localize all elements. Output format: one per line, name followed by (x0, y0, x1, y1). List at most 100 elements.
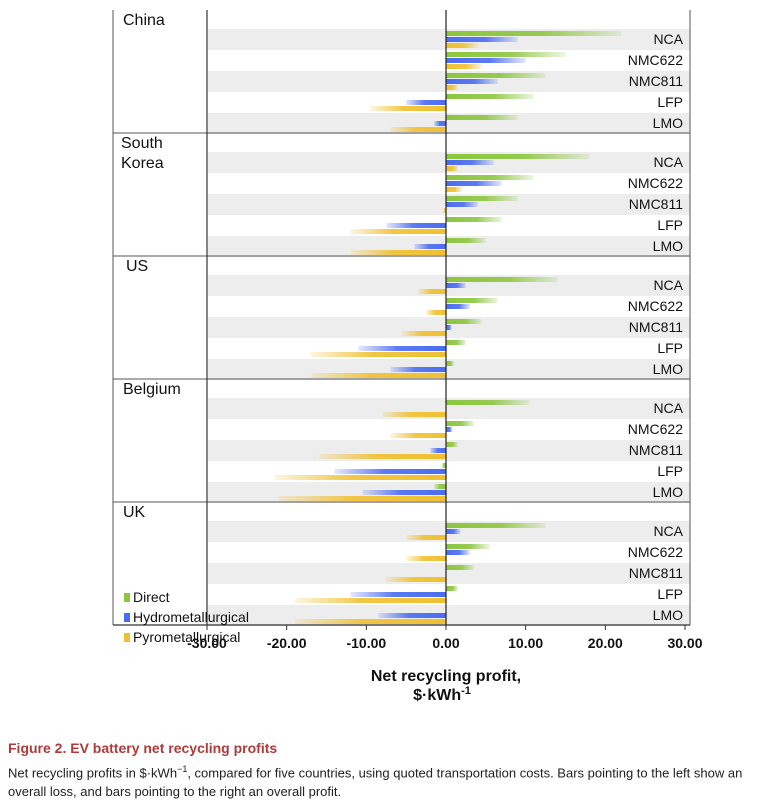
bar-hydrometallurgical (386, 223, 446, 228)
legend-label-hydrometallurgical: Hydrometallurgical (133, 609, 249, 625)
bar-hydrometallurgical (362, 490, 446, 495)
bar-direct (446, 217, 502, 222)
bar-direct (446, 523, 546, 528)
chemistry-label: LFP (657, 586, 683, 602)
chemistry-label: NMC622 (628, 544, 683, 560)
row-stripe (208, 398, 690, 419)
bar-direct (446, 73, 546, 78)
bar-hydrometallurgical (446, 529, 461, 534)
bar-pyrometallurgical (406, 556, 446, 561)
country-label: US (126, 258, 148, 275)
chemistry-label: NMC811 (629, 319, 683, 335)
row-stripe (208, 236, 690, 257)
bar-hydrometallurgical (446, 304, 470, 309)
x-axis-unit-exponent: -1 (461, 685, 471, 697)
x-tick-label: -10.00 (346, 635, 386, 651)
bar-direct (446, 277, 558, 282)
chemistry-label: LFP (657, 217, 683, 233)
legend-label-pyrometallurgical: Pyrometallurgical (133, 629, 240, 645)
bar-pyrometallurgical (310, 373, 446, 378)
x-axis-label: Net recycling profit, (371, 668, 521, 685)
bar-hydrometallurgical (414, 244, 446, 249)
bar-hydrometallurgical (446, 58, 526, 63)
bar-hydrometallurgical (434, 121, 446, 126)
bar-pyrometallurgical (390, 127, 446, 132)
bar-hydrometallurgical (334, 469, 446, 474)
chemistry-label: NCA (653, 31, 683, 47)
chemistry-label: NCA (653, 154, 683, 170)
figure-caption: Figure 2. EV battery net recycling profi… (8, 740, 768, 801)
chemistry-label: NMC622 (628, 52, 683, 68)
bar-direct (442, 463, 446, 468)
chemistry-label: NMC811 (629, 73, 683, 89)
caption-text-start: Net recycling profits in $·kWh (8, 765, 178, 781)
chemistry-label: NMC811 (629, 442, 683, 458)
row-stripe (208, 605, 690, 626)
bar-hydrometallurgical (446, 79, 498, 84)
x-tick-label: -30.00 (187, 635, 227, 651)
country-group-china: China NCA NMC622 NMC811 LFP LMO (123, 12, 690, 134)
legend-swatch-direct (124, 593, 130, 602)
bar-hydrometallurgical (446, 283, 466, 288)
bar-hydrometallurgical (446, 427, 453, 432)
bar-pyrometallurgical (446, 187, 462, 192)
bar-direct (446, 175, 534, 180)
bar-hydrometallurgical (430, 448, 446, 453)
chemistry-label: LMO (653, 361, 683, 377)
row-stripe (208, 113, 690, 134)
x-tick-label: 20.00 (588, 635, 623, 651)
bar-direct (446, 196, 518, 201)
bar-pyrometallurgical (350, 250, 446, 255)
caption-unit-exponent: −1 (177, 764, 188, 774)
bar-direct (446, 31, 622, 36)
bar-pyrometallurgical (294, 619, 446, 624)
country-group-us: US NCA NMC622 NMC811 LFP LMO (113, 255, 690, 380)
bar-direct (446, 319, 482, 324)
bar-direct (446, 115, 518, 120)
bar-hydrometallurgical (446, 37, 518, 42)
bar-pyrometallurgical (370, 106, 446, 111)
bar-pyrometallurgical (446, 85, 458, 90)
bar-direct (434, 484, 446, 489)
x-tick-label: 10.00 (508, 635, 543, 651)
bar-pyrometallurgical (443, 208, 446, 213)
bar-direct (446, 340, 466, 345)
bar-pyrometallurgical (446, 166, 458, 171)
chemistry-label: NMC622 (628, 175, 683, 191)
country-label: South (121, 135, 163, 152)
caption-title: Figure 2. EV battery net recycling profi… (8, 740, 278, 756)
bar-pyrometallurgical (426, 310, 446, 315)
legend-swatch-pyrometallurgical (124, 633, 130, 642)
bar-pyrometallurgical (402, 331, 446, 336)
chemistry-label: NCA (653, 523, 683, 539)
recycling-profit-chart: China NCA NMC622 NMC811 LFP LMO South Korea NCA N… (112, 10, 703, 704)
x-axis-unit: $·kWh-1 (413, 685, 471, 704)
caption-text-end: , compared for five countries, using quo… (8, 765, 743, 800)
chemistry-label: NCA (653, 277, 683, 293)
bar-hydrometallurgical (446, 202, 478, 207)
chemistry-label: NCA (653, 400, 683, 416)
bar-direct (446, 400, 530, 405)
bar-pyrometallurgical (390, 433, 446, 438)
chemistry-label: LMO (653, 238, 683, 254)
bar-pyrometallurgical (318, 454, 446, 459)
bar-direct (446, 94, 534, 99)
x-tick-label: -20.00 (267, 635, 307, 651)
legend-label-direct: Direct (133, 589, 170, 605)
chemistry-label: LFP (657, 463, 683, 479)
bar-hydrometallurgical (406, 100, 446, 105)
x-tick-label: 30.00 (667, 635, 702, 651)
bar-hydrometallurgical (446, 325, 452, 330)
bar-pyrometallurgical (310, 352, 446, 357)
bar-direct (446, 442, 458, 447)
bar-pyrometallurgical (406, 535, 446, 540)
chemistry-label: LFP (657, 340, 683, 356)
country-label: Belgium (123, 381, 181, 398)
chemistry-label: LFP (657, 94, 683, 110)
country-label: China (123, 12, 165, 29)
bar-direct (446, 298, 498, 303)
bar-hydrometallurgical (350, 592, 446, 597)
bar-pyrometallurgical (274, 475, 446, 480)
bar-hydrometallurgical (446, 550, 470, 555)
